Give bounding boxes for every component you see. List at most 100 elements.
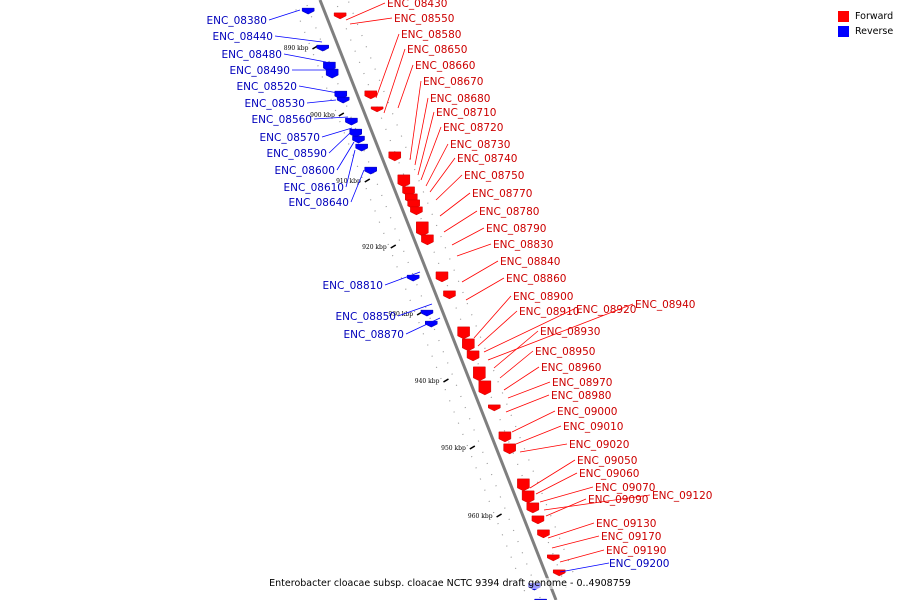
tick-mark-6 xyxy=(443,378,449,383)
reverse-gene-label-6: ENC_08530 xyxy=(245,98,305,110)
forward-gene-label-28: ENC_09000 xyxy=(557,406,617,418)
forward-gene-mark-19 xyxy=(488,404,501,412)
forward-gene-label-6: ENC_08670 xyxy=(423,76,483,88)
legend-forward: Forward xyxy=(838,9,898,24)
tick-label-6: 940 kbp xyxy=(415,378,440,385)
reverse-gene-label-9: ENC_08590 xyxy=(267,148,327,160)
forward-gene-label-1: ENC_08430 xyxy=(387,0,447,10)
reverse-gene-label-15: ENC_08870 xyxy=(344,329,404,341)
reverse-gene-mark-12 xyxy=(406,274,420,282)
forward-leader-17 xyxy=(461,260,499,283)
reverse-leader-15 xyxy=(405,317,441,335)
forward-gene-label-30: ENC_09020 xyxy=(569,439,629,451)
reverse-leader-11 xyxy=(345,149,356,188)
reverse-gene-label-14: ENC_08850 xyxy=(336,311,396,323)
forward-gene-mark-22 xyxy=(517,478,530,492)
forward-gene-mark-3 xyxy=(370,106,384,113)
tick-mark-3 xyxy=(364,178,371,183)
reverse-gene-mark-9 xyxy=(352,135,365,144)
forward-leader-13 xyxy=(439,192,471,217)
forward-gene-mark-27 xyxy=(547,554,560,562)
forward-gene-mark-28 xyxy=(552,569,566,577)
forward-gene-label-22: ENC_08940 xyxy=(635,299,695,311)
reverse-leader-5 xyxy=(298,85,339,94)
reverse-leader-14 xyxy=(397,303,433,317)
reverse-gene-label-12: ENC_08640 xyxy=(289,197,349,209)
forward-gene-mark-18 xyxy=(478,380,492,396)
reverse-gene-mark-11 xyxy=(364,166,377,175)
forward-gene-label-25: ENC_08960 xyxy=(541,362,601,374)
forward-gene-mark-25 xyxy=(531,515,545,525)
reverse-leader-2 xyxy=(274,35,323,43)
forward-leader-18 xyxy=(465,277,505,301)
forward-gene-label-18: ENC_08860 xyxy=(506,273,566,285)
forward-gene-label-35: ENC_09090 xyxy=(588,494,648,506)
reverse-gene-mark-4 xyxy=(325,68,339,79)
guide-strand-1 xyxy=(295,9,529,600)
reverse-gene-mark-6 xyxy=(336,96,350,104)
reverse-leader-12 xyxy=(350,169,365,203)
forward-leader-37 xyxy=(551,535,600,549)
forward-leader-20 xyxy=(477,310,518,347)
forward-leader-7 xyxy=(414,97,429,166)
forward-gene-label-8: ENC_08710 xyxy=(436,107,496,119)
forward-gene-label-12: ENC_08750 xyxy=(464,170,524,182)
forward-gene-mark-23 xyxy=(521,490,535,504)
forward-gene-label-11: ENC_08740 xyxy=(457,153,517,165)
reverse-gene-label-7: ENC_08560 xyxy=(252,114,312,126)
forward-gene-mark-1 xyxy=(333,12,347,20)
forward-leader-27 xyxy=(505,394,550,413)
tick-mark-7 xyxy=(469,445,476,450)
reverse-gene-label-16: ENC_09200 xyxy=(609,558,669,570)
forward-leader-8 xyxy=(417,111,435,176)
tick-label-4: 920 kbp xyxy=(362,244,387,251)
tick-label-5: 930 kbp xyxy=(388,311,413,318)
tick-mark-4 xyxy=(390,244,397,249)
forward-leader-35 xyxy=(545,498,587,517)
forward-gene-label-29: ENC_09010 xyxy=(563,421,623,433)
forward-gene-label-9: ENC_08720 xyxy=(443,122,503,134)
tick-label-1: 890 kbp xyxy=(284,45,309,52)
forward-gene-mark-15 xyxy=(462,338,475,352)
forward-gene-label-32: ENC_09060 xyxy=(579,468,639,480)
forward-leader-6 xyxy=(409,80,422,161)
forward-gene-label-20: ENC_08910 xyxy=(519,306,579,318)
reverse-gene-label-10: ENC_08600 xyxy=(275,165,335,177)
forward-gene-label-24: ENC_08950 xyxy=(535,346,595,358)
forward-gene-mark-10 xyxy=(416,221,429,237)
forward-leader-10 xyxy=(425,143,449,187)
forward-gene-label-31: ENC_09050 xyxy=(577,455,637,467)
forward-gene-label-34: ENC_09120 xyxy=(652,490,712,502)
reverse-leader-7 xyxy=(313,116,349,120)
forward-gene-mark-21 xyxy=(503,443,516,455)
forward-gene-label-7: ENC_08680 xyxy=(430,93,490,105)
forward-gene-label-5: ENC_08660 xyxy=(415,60,475,72)
reverse-gene-mark-1 xyxy=(301,7,315,15)
forward-leader-36 xyxy=(547,522,595,539)
tick-mark-8 xyxy=(496,513,502,518)
legend-reverse: Reverse xyxy=(838,24,898,39)
forward-gene-label-13: ENC_08770 xyxy=(472,188,532,200)
forward-gene-label-38: ENC_09190 xyxy=(606,545,666,557)
reverse-gene-label-8: ENC_08570 xyxy=(260,132,320,144)
forward-leader-33 xyxy=(539,486,594,503)
reverse-leader-13 xyxy=(384,271,421,286)
forward-gene-label-21: ENC_08920 xyxy=(576,304,636,316)
forward-leader-29 xyxy=(515,425,562,445)
forward-gene-mark-20 xyxy=(498,431,512,443)
forward-gene-label-10: ENC_08730 xyxy=(450,139,510,151)
reverse-gene-label-1: ENC_08380 xyxy=(207,15,267,27)
forward-gene-label-17: ENC_08840 xyxy=(500,256,560,268)
forward-gene-label-16: ENC_08830 xyxy=(493,239,553,251)
reverse-gene-label-5: ENC_08520 xyxy=(237,81,297,93)
forward-gene-label-37: ENC_09170 xyxy=(601,531,661,543)
forward-gene-label-33: ENC_09070 xyxy=(595,482,655,494)
forward-leader-30 xyxy=(519,443,568,453)
forward-gene-mark-24 xyxy=(526,502,540,514)
reverse-leader-10 xyxy=(336,141,355,171)
tick-label-2: 900 kbp xyxy=(310,112,335,119)
forward-gene-mark-26 xyxy=(537,529,550,539)
reverse-gene-mark-10 xyxy=(355,143,368,152)
reverse-gene-label-2: ENC_08440 xyxy=(213,31,273,43)
